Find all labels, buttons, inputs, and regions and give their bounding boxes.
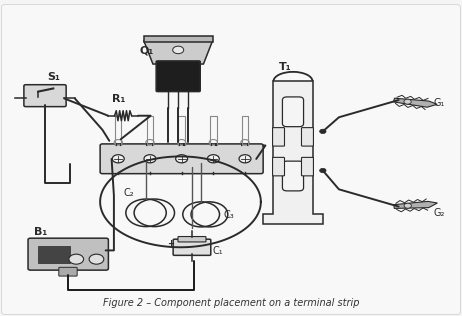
FancyBboxPatch shape <box>273 128 285 146</box>
Circle shape <box>69 254 84 264</box>
Circle shape <box>239 155 251 163</box>
Text: R₁: R₁ <box>112 94 125 104</box>
FancyBboxPatch shape <box>28 238 109 270</box>
FancyBboxPatch shape <box>173 239 211 255</box>
Circle shape <box>320 168 326 173</box>
FancyBboxPatch shape <box>156 61 200 92</box>
Text: B₁: B₁ <box>34 228 47 237</box>
Text: Figure 2 – Component placement on a terminal strip: Figure 2 – Component placement on a term… <box>103 298 359 308</box>
Text: C₁: C₁ <box>213 246 223 256</box>
Circle shape <box>89 254 104 264</box>
FancyBboxPatch shape <box>273 157 285 176</box>
Circle shape <box>320 129 326 134</box>
Circle shape <box>176 155 188 163</box>
FancyBboxPatch shape <box>100 144 263 174</box>
FancyBboxPatch shape <box>59 267 77 276</box>
Circle shape <box>144 155 156 163</box>
FancyBboxPatch shape <box>178 236 206 242</box>
Polygon shape <box>144 40 213 64</box>
Circle shape <box>404 203 412 208</box>
Text: S₁: S₁ <box>47 72 60 82</box>
Text: G₁: G₁ <box>433 98 444 108</box>
Text: Q₁: Q₁ <box>139 45 153 55</box>
Circle shape <box>173 46 184 54</box>
Text: C₂: C₂ <box>123 188 134 198</box>
Text: T₁: T₁ <box>279 62 292 72</box>
FancyBboxPatch shape <box>144 36 213 42</box>
FancyBboxPatch shape <box>24 85 66 106</box>
Circle shape <box>404 99 411 104</box>
FancyBboxPatch shape <box>302 128 313 146</box>
FancyBboxPatch shape <box>282 161 304 191</box>
FancyBboxPatch shape <box>38 246 70 263</box>
FancyBboxPatch shape <box>1 4 461 315</box>
Circle shape <box>112 155 124 163</box>
FancyBboxPatch shape <box>282 97 304 127</box>
Text: G₂: G₂ <box>433 208 444 218</box>
Polygon shape <box>394 201 438 209</box>
Polygon shape <box>394 98 437 107</box>
Text: C₃: C₃ <box>223 210 234 220</box>
Circle shape <box>207 155 219 163</box>
FancyBboxPatch shape <box>302 157 313 176</box>
Polygon shape <box>263 81 323 224</box>
Text: +: + <box>168 239 175 248</box>
